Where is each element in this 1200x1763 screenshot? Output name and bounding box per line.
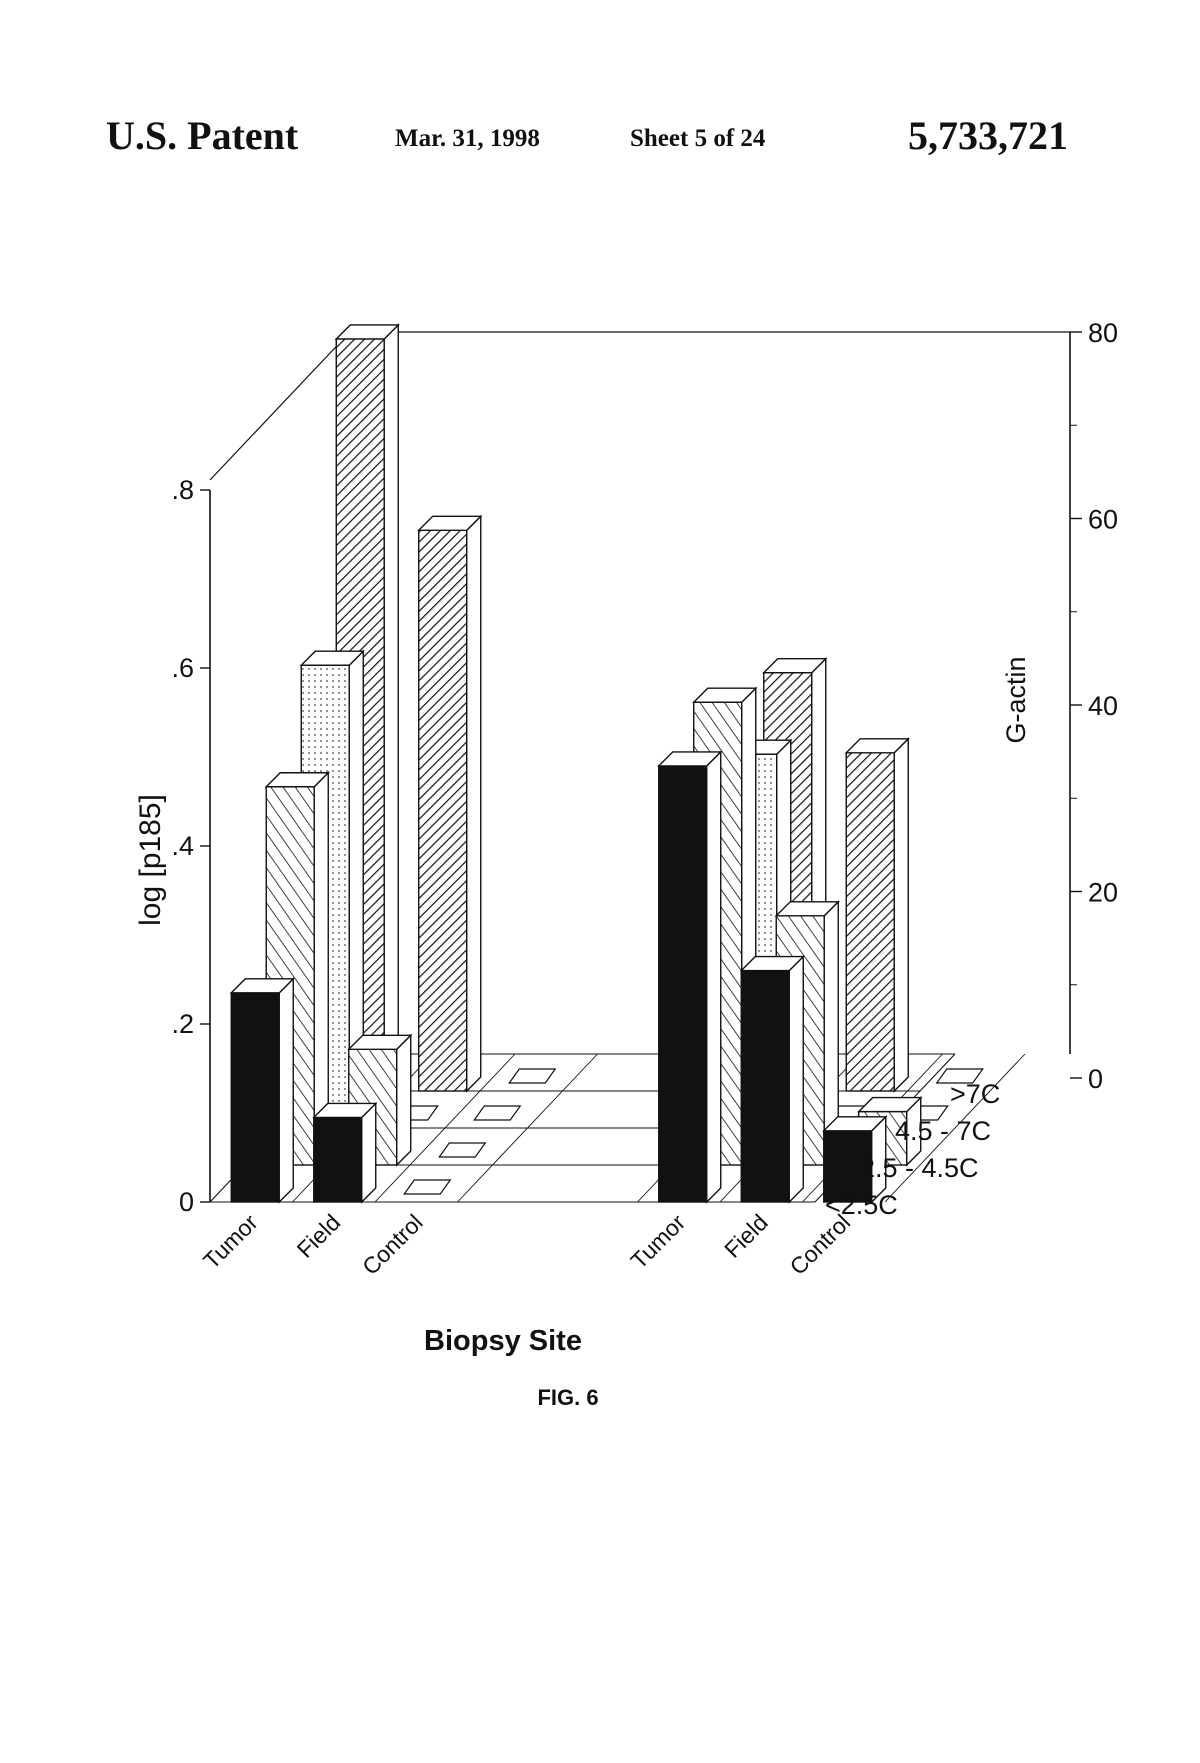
y-axis-title: log [p185] <box>134 794 167 926</box>
bar-<2.5C-1 <box>312 1101 378 1204</box>
depth-label: <2.5C <box>825 1190 898 1220</box>
category-label: Field <box>719 1209 773 1263</box>
figure-caption: FIG. 6 <box>537 1385 598 1410</box>
left-tick-label: .4 <box>171 831 194 861</box>
bar-front <box>418 529 468 1092</box>
empty-cell-marker <box>508 1068 557 1084</box>
patent-header-title: U.S. Patent <box>106 113 299 158</box>
bar-front <box>230 992 280 1203</box>
left-tick-label: .8 <box>171 475 194 505</box>
category-label: Tumor <box>198 1209 263 1274</box>
bar-front <box>845 752 895 1092</box>
bar-<2.5C-4 <box>739 954 805 1204</box>
left-wall-top-edge <box>209 331 351 481</box>
category-label: Control <box>357 1209 428 1280</box>
floor-col-line <box>884 1053 1026 1203</box>
bar->7C-1 <box>417 514 483 1093</box>
bar-side <box>893 737 909 1093</box>
bar-side <box>278 977 294 1204</box>
category-label: Field <box>292 1209 346 1263</box>
bar-top <box>844 738 910 754</box>
bar-top <box>264 772 330 788</box>
bar-<2.5C-0 <box>229 977 295 1204</box>
bar-front <box>823 1130 873 1203</box>
bar-front <box>313 1116 363 1203</box>
patent-header-date: Mar. 31, 1998 <box>395 125 540 152</box>
patent-header-sheet: Sheet 5 of 24 <box>630 125 766 152</box>
x-axis-title: Biopsy Site <box>424 1325 582 1357</box>
floor-col-line <box>457 1053 598 1203</box>
category-label: Tumor <box>626 1209 691 1274</box>
depth-label: >7C <box>950 1079 1000 1109</box>
right-tick-label: 20 <box>1088 878 1118 908</box>
bar-side <box>788 954 804 1204</box>
empty-cell-marker <box>403 1179 452 1195</box>
empty-cell-marker <box>935 1068 984 1084</box>
bar-top <box>857 1096 923 1113</box>
bar-top <box>692 687 758 703</box>
floor-col-line <box>374 1053 516 1203</box>
right-tick-label: 0 <box>1088 1064 1103 1094</box>
bar-side <box>466 514 482 1093</box>
bar-top <box>774 901 840 917</box>
bar-front <box>740 969 790 1203</box>
bar->7C-4 <box>844 737 910 1093</box>
bar-top <box>657 751 723 767</box>
left-tick-label: 0 <box>179 1187 194 1217</box>
right-tick-label: 40 <box>1088 691 1118 721</box>
bar-top <box>739 955 805 972</box>
bar-top <box>312 1102 378 1119</box>
bar-top <box>347 1034 413 1051</box>
left-tick-label: .6 <box>171 653 194 683</box>
bar-side <box>361 1101 377 1204</box>
bar-<2.5C-5 <box>822 1115 888 1204</box>
y2-axis-title: G-actin <box>1001 656 1031 743</box>
left-tick-label: .2 <box>171 1009 194 1039</box>
bar-side <box>706 750 722 1204</box>
right-tick-label: 60 <box>1088 505 1118 535</box>
depth-label: 2.5 - 4.5C <box>860 1153 979 1183</box>
chart-bars <box>229 323 984 1204</box>
right-tick-label: 80 <box>1088 318 1118 348</box>
bar-side <box>383 323 399 1093</box>
depth-label: 4.5 - 7C <box>895 1116 991 1146</box>
bar-top <box>299 650 365 666</box>
empty-cell-marker <box>438 1142 487 1158</box>
bar-top <box>762 658 828 674</box>
bar-<2.5C-3 <box>657 750 723 1204</box>
bar-front <box>658 765 708 1203</box>
bar-top <box>822 1116 888 1132</box>
bar-top <box>229 978 295 994</box>
patent-header-number: 5,733,721 <box>908 113 1068 158</box>
bar-top <box>334 324 400 340</box>
bar-top <box>417 515 483 531</box>
bar-side <box>396 1033 412 1167</box>
empty-cell-marker <box>473 1105 522 1121</box>
